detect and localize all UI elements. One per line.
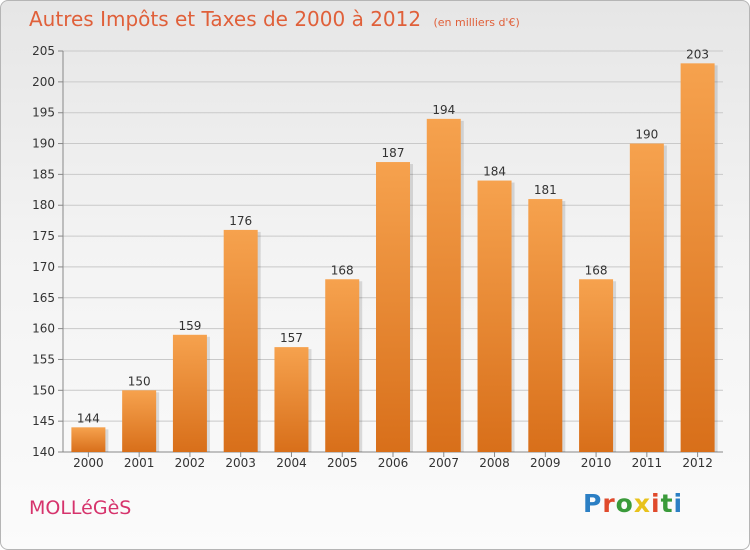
data-label: 190 <box>635 128 658 142</box>
bar <box>629 143 664 453</box>
y-tick-label: 155 <box>32 352 55 366</box>
logo-letter: P <box>583 489 603 518</box>
x-tick-label: 2012 <box>682 456 713 470</box>
proxiti-logo: Proxiti <box>583 489 683 518</box>
y-tick-label: 180 <box>32 198 55 212</box>
y-tick-label: 205 <box>32 44 55 58</box>
x-tick-label: 2001 <box>124 456 155 470</box>
title-text: Autres Impôts et Taxes de 2000 à 2012 <box>29 7 422 31</box>
data-label: 194 <box>432 103 455 117</box>
data-label: 159 <box>178 319 201 333</box>
logo-letter: x <box>633 489 651 518</box>
bar <box>528 199 563 452</box>
x-tick-label: 2000 <box>73 456 104 470</box>
data-label: 168 <box>331 263 354 277</box>
bar <box>426 118 461 452</box>
logo-letter: o <box>615 489 634 518</box>
data-label: 203 <box>686 47 709 61</box>
bar <box>325 279 360 452</box>
commune-name: MOLLéGèS <box>29 497 132 519</box>
bar <box>680 63 715 452</box>
y-tick-label: 160 <box>32 322 55 336</box>
y-tick-label: 195 <box>32 106 55 120</box>
y-tick-label: 150 <box>32 383 55 397</box>
y-tick-label: 145 <box>32 414 55 428</box>
x-tick-label: 2011 <box>632 456 663 470</box>
y-tick-label: 170 <box>32 260 55 274</box>
x-tick-label: 2006 <box>378 456 409 470</box>
data-label: 144 <box>77 411 100 425</box>
x-tick-label: 2008 <box>479 456 510 470</box>
x-tick-label: 2002 <box>175 456 206 470</box>
x-tick-label: 2010 <box>581 456 612 470</box>
data-label: 168 <box>585 263 608 277</box>
y-tick-label: 190 <box>32 137 55 151</box>
data-label: 184 <box>483 165 506 179</box>
bar <box>477 180 512 453</box>
bar <box>172 334 207 452</box>
data-label: 181 <box>534 183 557 197</box>
logo-letter: i <box>651 489 661 518</box>
bar <box>223 229 258 452</box>
bar <box>579 279 614 452</box>
data-label: 150 <box>128 374 151 388</box>
x-tick-label: 2003 <box>225 456 256 470</box>
x-tick-label: 2004 <box>276 456 307 470</box>
data-label: 176 <box>229 214 252 228</box>
logo-letter: r <box>602 489 616 518</box>
x-tick-label: 2005 <box>327 456 358 470</box>
y-tick-label: 200 <box>32 75 55 89</box>
x-tick-label: 2009 <box>530 456 561 470</box>
bar <box>274 347 309 452</box>
data-label: 157 <box>280 331 303 345</box>
x-tick-label: 2007 <box>428 456 459 470</box>
bar <box>122 390 157 452</box>
y-tick-label: 165 <box>32 291 55 305</box>
y-tick-label: 175 <box>32 229 55 243</box>
data-label: 187 <box>382 146 405 160</box>
logo-letter: i <box>673 489 684 518</box>
y-tick-label: 140 <box>32 445 55 459</box>
chart-title: Autres Impôts et Taxes de 2000 à 2012 (e… <box>29 7 520 31</box>
logo-letter: t <box>660 489 674 518</box>
bar <box>71 427 106 452</box>
y-tick-label: 185 <box>32 167 55 181</box>
bar <box>376 162 410 453</box>
unit-label: (en milliers d'€) <box>433 16 520 29</box>
